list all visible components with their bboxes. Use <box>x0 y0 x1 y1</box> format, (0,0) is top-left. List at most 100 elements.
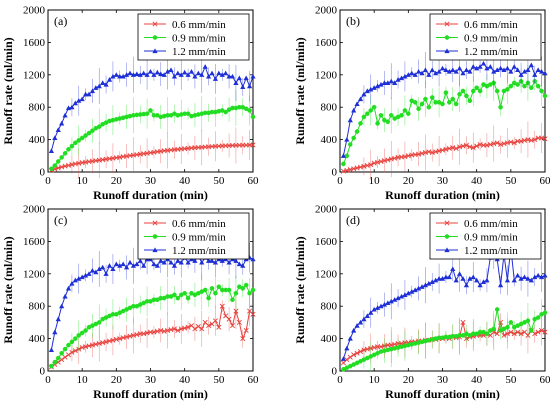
data-point <box>522 84 526 88</box>
data-point <box>203 64 208 69</box>
data-point <box>440 102 444 106</box>
data-point <box>183 291 187 295</box>
data-point <box>505 87 509 91</box>
data-point <box>56 127 61 132</box>
data-point <box>114 261 119 266</box>
data-point <box>145 112 149 116</box>
data-point <box>379 113 383 117</box>
series-0-6-mm-min <box>49 293 255 369</box>
data-point <box>172 293 176 297</box>
data-point <box>97 320 101 324</box>
x-axis-title: Runoff duration (min) <box>93 387 208 401</box>
data-point <box>505 325 509 329</box>
x-tick-label: 60 <box>248 175 260 187</box>
x-tick-label: 20 <box>403 374 415 386</box>
data-point <box>217 285 221 289</box>
data-point <box>505 278 510 283</box>
x-tick-label: 60 <box>248 374 260 386</box>
legend-entry: 1.2 mm/min <box>172 245 226 257</box>
legend-marker <box>445 35 449 39</box>
data-point <box>182 70 187 75</box>
y-tick-label: 1200 <box>315 69 338 81</box>
y-tick-label: 400 <box>321 134 338 146</box>
data-point <box>49 167 53 171</box>
y-axis-title: Runoff rate (ml/min) <box>293 37 307 144</box>
data-point <box>389 79 394 84</box>
data-point <box>234 291 238 295</box>
data-point <box>348 336 353 341</box>
data-point <box>60 155 64 159</box>
series-1-2-mm-min <box>49 54 256 153</box>
legend-entry: 1.2 mm/min <box>464 46 518 58</box>
x-tick-label: 10 <box>77 175 89 187</box>
data-point <box>52 330 57 335</box>
x-tick-label: 40 <box>471 374 483 386</box>
data-point <box>457 92 461 96</box>
legend-entry: 0.9 mm/min <box>172 33 226 45</box>
y-tick-label: 800 <box>321 301 338 313</box>
x-tick-label: 20 <box>111 175 123 187</box>
data-point <box>369 108 373 112</box>
data-point <box>389 113 393 117</box>
y-tick-label: 1200 <box>23 268 46 280</box>
data-point <box>83 328 87 332</box>
data-point <box>155 70 160 75</box>
panel-label: (a) <box>54 14 67 28</box>
data-point <box>526 319 530 323</box>
y-tick-label: 800 <box>29 301 46 313</box>
data-point <box>485 332 489 336</box>
data-point <box>240 84 245 89</box>
data-point <box>351 108 356 113</box>
x-tick-label: 10 <box>369 374 381 386</box>
series-line <box>51 285 253 366</box>
data-point <box>127 71 132 76</box>
data-point <box>352 136 356 140</box>
x-tick-label: 50 <box>505 374 517 386</box>
data-point <box>49 347 54 352</box>
data-point <box>471 274 476 279</box>
data-point <box>427 105 431 109</box>
data-point <box>206 296 210 300</box>
legend-marker <box>153 234 157 238</box>
x-tick-label: 60 <box>540 374 550 386</box>
data-point <box>539 89 543 93</box>
data-point <box>223 71 228 76</box>
data-point <box>529 328 533 332</box>
y-tick-label: 2000 <box>315 204 338 216</box>
legend-entry: 0.9 mm/min <box>464 33 518 45</box>
x-axis-title: Runoff duration (min) <box>93 188 208 202</box>
y-tick-label: 1600 <box>23 236 46 248</box>
data-point <box>468 99 472 103</box>
series-0-6-mm-min <box>341 122 547 180</box>
data-point <box>53 360 57 364</box>
data-point <box>430 95 434 99</box>
data-point <box>444 91 448 95</box>
y-tick-label: 1600 <box>315 37 338 49</box>
data-point <box>49 148 54 153</box>
x-tick-label: 30 <box>145 175 157 187</box>
data-point <box>355 129 359 133</box>
data-point <box>227 288 231 292</box>
series-line <box>343 248 545 359</box>
legend-entry: 0.6 mm/min <box>172 19 226 31</box>
data-point <box>543 311 547 315</box>
data-point <box>70 144 74 148</box>
data-point <box>216 71 221 76</box>
data-point <box>454 102 458 106</box>
data-point <box>495 89 499 93</box>
data-point <box>515 273 520 278</box>
data-point <box>362 115 366 119</box>
series-0-9-mm-min <box>49 274 255 369</box>
data-point <box>416 69 421 74</box>
data-point <box>498 66 503 71</box>
y-tick-label: 1200 <box>315 268 338 280</box>
x-tick-label: 10 <box>77 374 89 386</box>
data-point <box>244 75 249 80</box>
data-point <box>403 108 407 112</box>
data-point <box>247 291 251 295</box>
x-tick-label: 20 <box>111 374 123 386</box>
panel-label: (b) <box>346 14 360 28</box>
x-tick-label: 0 <box>45 374 51 386</box>
